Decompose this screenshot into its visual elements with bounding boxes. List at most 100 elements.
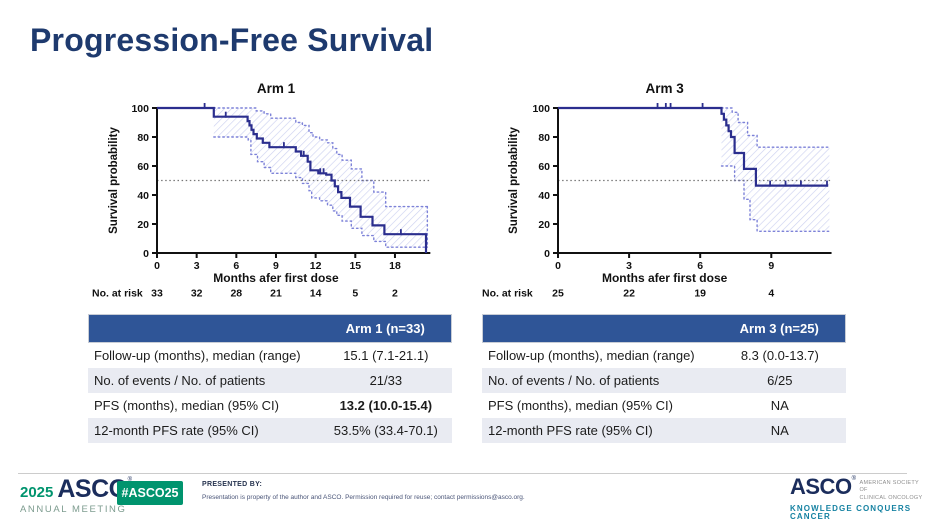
row-label: No. of events / No. of patients bbox=[94, 373, 266, 388]
x-tick-label: 0 bbox=[555, 260, 561, 272]
x-tick-label: 6 bbox=[697, 260, 703, 272]
ci-upper-line bbox=[720, 107, 831, 148]
y-axis-label: Survival probability bbox=[508, 127, 520, 234]
at-risk-label: No. at risk bbox=[482, 288, 533, 300]
registered-mark: ® bbox=[851, 476, 856, 482]
km-plot-svg: 0 20 40 60 80 100 0 3 6 9 Arm 3 Months afer first d… bbox=[482, 81, 832, 300]
survival-curve bbox=[558, 106, 829, 187]
x-tick-label: 12 bbox=[310, 260, 322, 272]
table-row: 12-month PFS rate (95% CI) 53.5% (33.4-7… bbox=[88, 418, 452, 443]
presented-by-label: PRESENTED BY: bbox=[202, 481, 263, 488]
y-tick-label: 100 bbox=[131, 103, 149, 115]
asco-annual-meeting-logo: 2025 ASCO® ANNUAL MEETING bbox=[20, 477, 132, 515]
x-tick-label: 15 bbox=[349, 260, 361, 272]
ci-upper-line bbox=[213, 107, 428, 208]
x-tick-label: 3 bbox=[194, 260, 200, 272]
y-tick-label: 20 bbox=[538, 219, 550, 231]
row-value: NA bbox=[770, 398, 789, 413]
table-row: 12-month PFS rate (95% CI) NA bbox=[482, 418, 846, 443]
at-risk-count: 33 bbox=[151, 288, 163, 300]
row-label: No. of events / No. of patients bbox=[488, 373, 660, 388]
ci-lower-line bbox=[213, 136, 428, 248]
row-label: 12-month PFS rate (95% CI) bbox=[488, 423, 653, 438]
y-tick-label: 100 bbox=[532, 103, 550, 115]
row-label: 12-month PFS rate (95% CI) bbox=[94, 423, 259, 438]
hashtag-badge: #ASCO25 bbox=[117, 481, 183, 505]
table-row: Follow-up (months), median (range) 15.1 … bbox=[88, 343, 452, 368]
at-risk-count: 14 bbox=[310, 288, 322, 300]
asco-society-logo: ASCO® AMERICAN SOCIETY OF CLINICAL ONCOL… bbox=[790, 476, 925, 521]
page-title: Progression-Free Survival bbox=[30, 22, 434, 58]
at-risk-count: 5 bbox=[352, 288, 358, 300]
km-chart-arm3: 0 20 40 60 80 100 0 3 6 9 Arm 3 Months afer first d… bbox=[480, 80, 855, 305]
x-tick-label: 6 bbox=[233, 260, 239, 272]
row-value: NA bbox=[770, 423, 789, 438]
x-tick-label: 0 bbox=[154, 260, 160, 272]
x-tick-label: 9 bbox=[273, 260, 279, 272]
row-value: 6/25 bbox=[767, 373, 793, 388]
y-tick-label: 40 bbox=[538, 190, 550, 202]
table-header-row: Arm 3 (n=25) bbox=[482, 314, 846, 343]
asco-wordmark: ASCO® bbox=[57, 475, 132, 503]
logo-year: 2025 bbox=[20, 484, 54, 501]
footer-divider bbox=[18, 473, 907, 474]
table-row: No. of events / No. of patients 6/25 bbox=[482, 368, 846, 393]
arm3-stats-table: Arm 3 (n=25) Follow-up (months), median … bbox=[482, 314, 846, 443]
registered-mark: ® bbox=[127, 477, 132, 483]
y-tick-label: 60 bbox=[538, 161, 550, 173]
y-tick-label: 80 bbox=[538, 132, 550, 144]
logo-tagline: KNOWLEDGE CONQUERS CANCER bbox=[790, 504, 912, 522]
presented-by-block: PRESENTED BY: Presentation is property o… bbox=[202, 481, 525, 502]
at-risk-count: 2 bbox=[392, 288, 398, 300]
chart-title: Arm 3 bbox=[646, 81, 685, 96]
arm1-header-cell: Arm 1 (n=33) bbox=[345, 321, 425, 336]
permission-disclaimer: Presentation is property of the author a… bbox=[202, 494, 525, 502]
x-axis-label: Months afer first dose bbox=[213, 271, 339, 285]
table-row: PFS (months), median (95% CI) NA bbox=[482, 393, 846, 418]
arm3-header-cell: Arm 3 (n=25) bbox=[739, 321, 819, 336]
at-risk-count: 21 bbox=[270, 288, 282, 300]
arm1-stats-table: Arm 1 (n=33) Follow-up (months), median … bbox=[88, 314, 452, 443]
table-row: Follow-up (months), median (range) 8.3 (… bbox=[482, 343, 846, 368]
y-tick-label: 20 bbox=[137, 219, 149, 231]
at-risk-count: 4 bbox=[768, 288, 774, 300]
row-label: Follow-up (months), median (range) bbox=[488, 348, 695, 363]
row-label: Follow-up (months), median (range) bbox=[94, 348, 301, 363]
chart-title: Arm 1 bbox=[257, 81, 296, 96]
x-tick-label: 3 bbox=[626, 260, 632, 272]
survival-curve bbox=[157, 106, 428, 253]
table-row: No. of events / No. of patients 21/33 bbox=[88, 368, 452, 393]
x-axis-label: Months afer first dose bbox=[602, 271, 728, 285]
x-tick-label: 18 bbox=[389, 260, 401, 272]
at-risk-count: 28 bbox=[230, 288, 242, 300]
ci-lower-line bbox=[720, 165, 831, 232]
row-label: PFS (months), median (95% CI) bbox=[488, 398, 673, 413]
x-tick-label: 9 bbox=[768, 260, 774, 272]
y-tick-label: 80 bbox=[137, 132, 149, 144]
logo-subtitle: ANNUAL MEETING bbox=[20, 504, 127, 515]
row-value: 15.1 (7.1-21.1) bbox=[343, 348, 429, 363]
row-value: 13.2 (10.0-15.4) bbox=[339, 398, 433, 413]
y-tick-label: 0 bbox=[544, 248, 550, 260]
km-chart-arm1: 0 20 40 60 80 100 0 3 6 9 12 15 18 Arm 1 Months afer f… bbox=[90, 80, 465, 305]
row-label: PFS (months), median (95% CI) bbox=[94, 398, 279, 413]
y-tick-label: 0 bbox=[143, 248, 149, 260]
row-value: 53.5% (33.4-70.1) bbox=[333, 423, 438, 438]
at-risk-count: 32 bbox=[191, 288, 203, 300]
y-tick-label: 40 bbox=[137, 190, 149, 202]
at-risk-label: No. at risk bbox=[92, 288, 143, 300]
km-plot-svg: 0 20 40 60 80 100 0 3 6 9 12 15 18 Arm 1 Months afer f… bbox=[92, 81, 431, 300]
table-row: PFS (months), median (95% CI) 13.2 (10.0… bbox=[88, 393, 452, 418]
at-risk-count: 22 bbox=[623, 288, 635, 300]
table-header-row: Arm 1 (n=33) bbox=[88, 314, 452, 343]
society-name: AMERICAN SOCIETY OF CLINICAL ONCOLOGY bbox=[859, 480, 923, 501]
asco-wordmark: ASCO® bbox=[790, 474, 856, 499]
y-axis-label: Survival probability bbox=[108, 127, 120, 234]
at-risk-count: 19 bbox=[694, 288, 706, 300]
ci-band bbox=[213, 108, 428, 248]
ci-band bbox=[721, 108, 830, 232]
row-value: 8.3 (0.0-13.7) bbox=[740, 348, 819, 363]
y-tick-label: 60 bbox=[137, 161, 149, 173]
row-value: 21/33 bbox=[369, 373, 403, 388]
